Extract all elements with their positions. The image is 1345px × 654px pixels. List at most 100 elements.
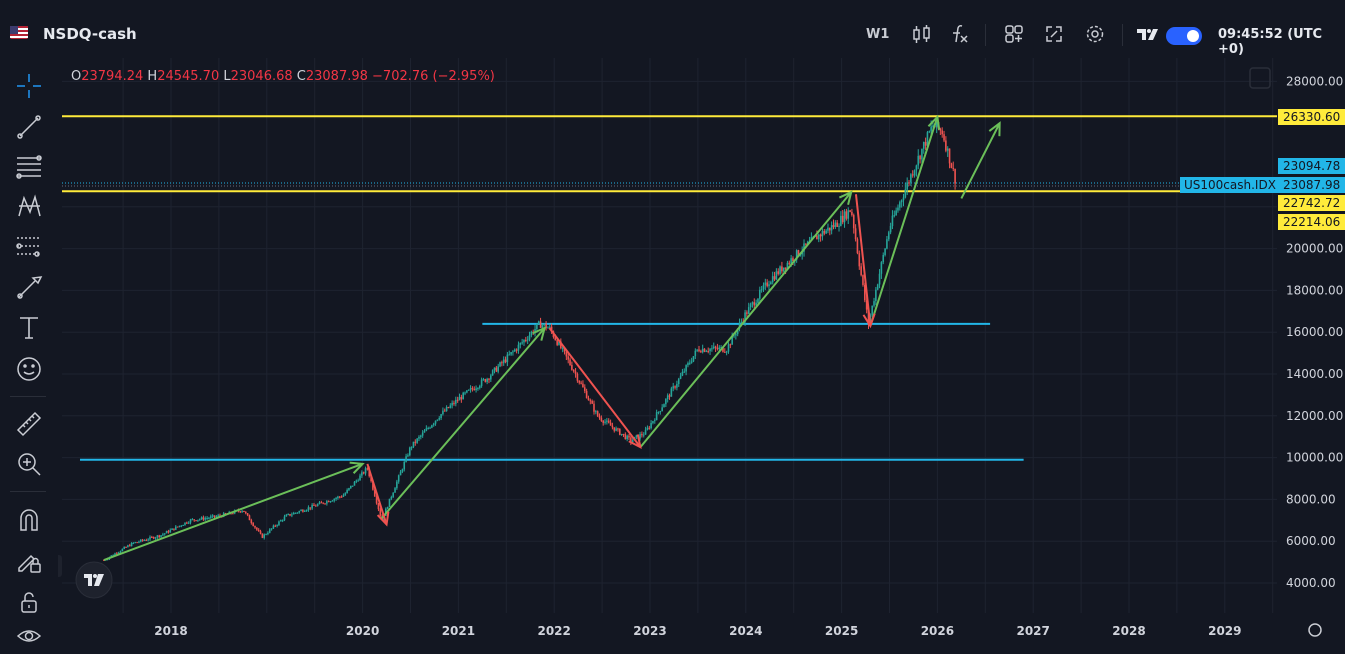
magnet-icon[interactable]: [15, 506, 43, 534]
candle-body: [276, 525, 278, 527]
candle-body: [469, 388, 472, 390]
candle-body: [816, 235, 818, 240]
candle-body: [900, 200, 903, 203]
us-flag-icon: [10, 25, 28, 39]
candle-body: [475, 388, 477, 391]
candle-body: [703, 348, 706, 352]
candle-body: [602, 420, 605, 423]
price-tag-26330: 26330.60: [1278, 109, 1345, 125]
candle-body: [939, 128, 942, 131]
candle-body: [348, 488, 350, 490]
pattern-icon[interactable]: [15, 192, 43, 220]
candle-body: [287, 514, 289, 516]
candle-body: [267, 532, 269, 535]
candle-body: [585, 390, 588, 399]
zoom-icon[interactable]: [15, 450, 43, 478]
candle-body: [567, 356, 570, 360]
indicators-icon[interactable]: [947, 22, 971, 46]
candle-body: [414, 441, 417, 443]
fib-icon[interactable]: [15, 152, 43, 180]
candle-body: [545, 323, 547, 329]
text-icon[interactable]: [15, 313, 43, 341]
candle-body: [777, 271, 780, 274]
candle-body: [377, 503, 380, 510]
candle-body: [333, 498, 336, 501]
candle-body: [819, 234, 822, 237]
candle-body: [154, 537, 157, 539]
candle-body: [114, 553, 116, 556]
candle-body: [482, 379, 485, 381]
high-value: 24545.70: [157, 69, 220, 84]
eye-icon[interactable]: [15, 622, 43, 650]
candle-body: [598, 416, 601, 418]
candle-body: [688, 362, 691, 364]
candle-body: [683, 371, 686, 373]
candle-body: [427, 428, 429, 430]
candle-body: [865, 300, 868, 310]
candle-body: [445, 407, 448, 411]
candle-body: [320, 502, 323, 504]
candle-body: [781, 266, 783, 272]
red-arrow-shaft: [548, 327, 642, 448]
candle-body: [722, 347, 724, 352]
candle-body: [410, 447, 413, 449]
red-arrow-head: [862, 313, 876, 329]
candle-body: [116, 553, 118, 555]
y-tick-label: 18000.00: [1286, 283, 1343, 297]
candle-body: [162, 534, 164, 536]
settings-icon[interactable]: [1083, 22, 1107, 46]
candle-body: [132, 542, 135, 544]
candle-body: [342, 495, 345, 497]
y-tick-label: 28000.00: [1286, 74, 1343, 88]
brush-icon[interactable]: [15, 272, 43, 300]
candle-body: [862, 275, 864, 285]
projection-icon[interactable]: [15, 232, 43, 260]
candle-body: [935, 122, 938, 128]
candle-body: [572, 369, 575, 372]
candle-body: [946, 148, 949, 151]
symbol-price-tag: US100cash.IDX: [1180, 177, 1280, 193]
green-arrow-shaft: [639, 191, 852, 448]
candle-body: [838, 225, 840, 227]
candle-body: [589, 400, 592, 402]
candle-body: [373, 489, 376, 497]
lock-icon[interactable]: [15, 588, 43, 616]
symbol-name[interactable]: NSDQ-cash: [43, 25, 137, 43]
ruler-icon[interactable]: [15, 410, 43, 438]
candle-body: [232, 513, 234, 515]
green-arrow-shaft: [869, 116, 939, 327]
layout-icon[interactable]: [1002, 22, 1026, 46]
trendline-icon[interactable]: [15, 113, 43, 141]
timeframe-button[interactable]: W1: [866, 27, 890, 42]
candle-body: [372, 481, 374, 490]
candle-body: [493, 367, 496, 371]
tv-watermark-icon: [75, 561, 113, 599]
lock-draw-icon[interactable]: [15, 546, 43, 574]
candle-body: [873, 301, 875, 306]
candle-body: [309, 507, 312, 509]
candle-body: [257, 529, 260, 532]
candle-body: [151, 536, 153, 538]
crosshair-icon[interactable]: [15, 72, 43, 100]
candle-body: [878, 273, 881, 285]
candles-icon[interactable]: [910, 22, 934, 46]
axis-settings-icon: [1308, 623, 1322, 637]
candle-body: [401, 469, 404, 472]
candle-body: [491, 370, 494, 376]
candle-body: [139, 539, 142, 542]
x-tick-label: 2029: [1208, 624, 1241, 638]
candle-body: [782, 267, 785, 272]
candle-body: [882, 254, 885, 263]
candle-body: [744, 312, 746, 322]
candle-body: [294, 512, 297, 514]
fullscreen-icon[interactable]: [1042, 22, 1066, 46]
candle-body: [270, 528, 273, 530]
candle-body: [593, 403, 595, 412]
theme-toggle[interactable]: [1166, 27, 1202, 45]
candle-body: [244, 511, 247, 514]
candle-body: [817, 234, 820, 240]
candle-body: [821, 230, 824, 237]
emoji-icon[interactable]: [15, 355, 43, 383]
